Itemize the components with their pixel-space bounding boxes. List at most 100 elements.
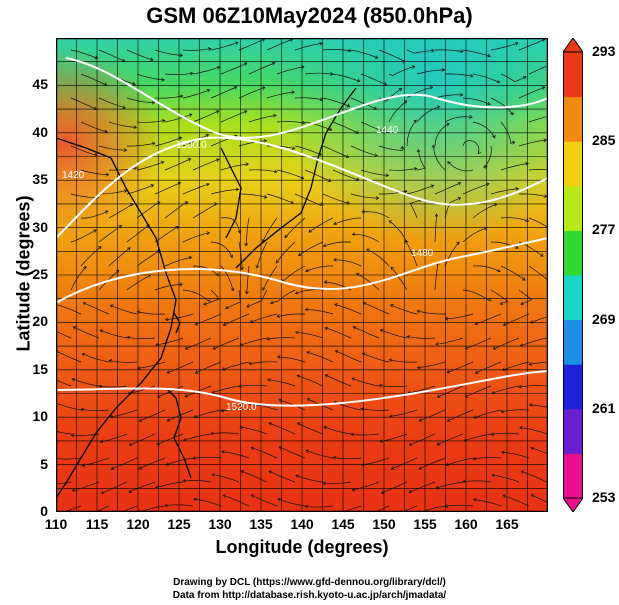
streamline	[185, 337, 212, 350]
streamline-arrowhead	[192, 456, 197, 460]
streamline	[281, 265, 306, 283]
streamline-arrowhead	[502, 494, 507, 498]
streamline	[306, 351, 334, 363]
streamline	[389, 359, 418, 363]
streamline	[419, 457, 446, 470]
streamline	[518, 139, 547, 147]
streamline	[70, 49, 98, 59]
streamline	[165, 457, 194, 466]
streamline	[388, 66, 415, 76]
streamline-arrowhead	[133, 125, 138, 130]
streamline-arrowhead	[273, 169, 278, 174]
streamline	[137, 311, 166, 315]
plot-frame	[56, 38, 548, 512]
streamline-arrowhead	[390, 266, 394, 271]
streamline	[363, 302, 390, 315]
colorbar-tick-label: 261	[592, 399, 616, 416]
streamline-arrowhead	[389, 304, 394, 308]
streamline-arrowhead	[356, 78, 361, 83]
streamline-arrowhead	[496, 79, 501, 84]
streamline	[463, 433, 492, 442]
streamline-arrowhead	[132, 81, 136, 86]
streamline	[472, 265, 501, 272]
streamline	[154, 95, 183, 99]
streamline	[81, 409, 110, 412]
streamline	[436, 433, 464, 446]
streamline-arrowhead	[99, 329, 104, 333]
streamline	[407, 385, 436, 394]
streamline	[417, 361, 446, 369]
streamline	[164, 72, 193, 75]
streamline	[462, 227, 488, 243]
contour-label: 1500.0	[176, 140, 207, 151]
streamline-arrowhead	[388, 358, 393, 363]
streamline	[70, 266, 87, 291]
streamline	[182, 232, 210, 243]
streamline-arrowhead	[462, 479, 467, 484]
streamline-arrowhead	[270, 300, 274, 305]
streamline-arrowhead	[351, 487, 356, 492]
streamline-arrowhead	[206, 231, 211, 235]
streamline-arrowhead	[246, 304, 250, 308]
streamline	[465, 337, 492, 350]
streamline-arrowhead	[308, 229, 312, 233]
streamline	[297, 422, 324, 435]
streamline-arrowhead	[522, 277, 526, 281]
streamline-arrowhead	[225, 305, 229, 310]
streamline	[210, 86, 237, 99]
streamline-arrowhead	[150, 57, 154, 62]
y-tick-label: 30	[32, 218, 48, 235]
streamline	[154, 49, 183, 56]
streamline	[111, 457, 138, 470]
streamline	[332, 121, 359, 134]
streamline-arrowhead	[118, 225, 123, 229]
streamline	[474, 313, 502, 325]
streamline-arrowhead	[319, 97, 324, 102]
streamline-arrowhead	[164, 503, 169, 508]
streamline	[212, 474, 240, 483]
x-tick-label: 125	[167, 516, 191, 532]
streamline-arrowhead	[322, 481, 326, 486]
streamline-arrowhead	[206, 89, 211, 93]
streamline-arrowhead	[193, 414, 198, 419]
streamline	[435, 337, 464, 345]
streamline	[322, 193, 350, 204]
streamline	[80, 210, 109, 219]
streamline	[388, 220, 408, 243]
streamline	[352, 481, 380, 491]
streamline	[211, 385, 240, 394]
streamline-arrowhead	[356, 177, 360, 182]
streamline-arrowhead	[327, 178, 332, 182]
streamline	[220, 110, 247, 123]
streamline-arrowhead	[385, 173, 390, 178]
streamline-arrowhead	[355, 130, 360, 134]
streamline	[323, 426, 352, 435]
streamline	[362, 352, 390, 363]
streamline	[266, 38, 293, 51]
streamline-arrowhead	[360, 407, 365, 411]
streamline-arrowhead	[332, 455, 337, 460]
y-tick-label: 5	[40, 455, 48, 472]
streamline	[154, 284, 183, 291]
streamline	[126, 224, 150, 243]
streamline-arrowhead	[291, 146, 296, 150]
colorbar-swatch	[563, 453, 583, 499]
streamline	[528, 169, 548, 171]
streamline	[462, 49, 491, 57]
streamline	[502, 495, 530, 507]
streamline-arrowhead	[93, 106, 98, 111]
streamline-arrowhead	[263, 195, 268, 199]
streamline-arrowhead	[138, 418, 143, 422]
streamline	[238, 86, 266, 99]
streamline	[473, 499, 502, 507]
streamline-arrowhead	[229, 254, 234, 259]
colorbar	[563, 38, 583, 512]
streamline-arrowhead	[389, 414, 393, 418]
streamline-arrowhead	[306, 350, 310, 355]
streamline-arrowhead	[115, 269, 120, 274]
streamline	[463, 480, 492, 483]
streamline-arrowhead	[155, 342, 159, 347]
streamline-arrowhead	[210, 431, 215, 436]
colorbar-upper-triangle	[563, 38, 583, 53]
x-tick-label: 140	[290, 516, 314, 532]
